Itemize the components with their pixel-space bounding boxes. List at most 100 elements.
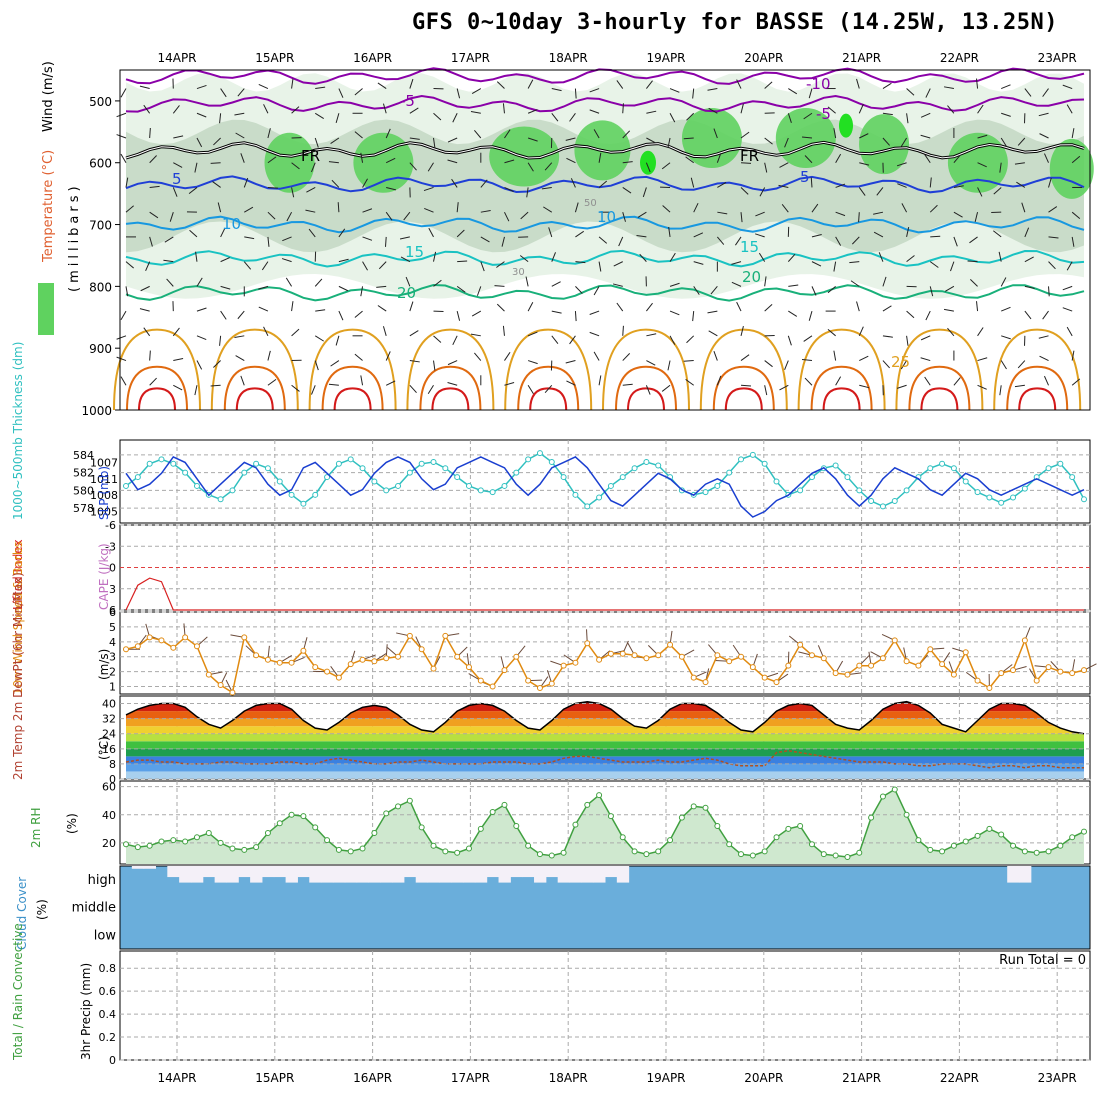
cloud-gap — [545, 866, 559, 878]
wind-barb — [622, 383, 633, 386]
rh2m-line-point — [1021, 848, 1028, 855]
wind-barb — [291, 106, 300, 114]
wind-barb — [314, 360, 319, 371]
wind-barb — [669, 252, 676, 262]
wind10-line-point — [395, 653, 402, 660]
date-label-top: 19APR — [646, 51, 685, 65]
temp-contour-diurnal — [627, 387, 665, 411]
wind-barb — [196, 112, 207, 118]
wind-barb — [456, 88, 461, 99]
wind-barb — [851, 236, 860, 245]
thickness-line-point — [607, 482, 614, 489]
wind-barb — [360, 375, 364, 386]
wind-barb — [999, 385, 1002, 396]
wind10-line-point — [832, 670, 839, 677]
cloud-gap — [557, 866, 571, 883]
contour-label: 20 — [742, 268, 761, 286]
wind10-line-point — [820, 655, 827, 662]
wind-barb — [740, 212, 743, 223]
wind-barb — [527, 360, 538, 365]
date-label-bottom: 16APR — [353, 1071, 392, 1085]
ylabel-wind10-units: (m/s) — [97, 649, 111, 680]
wind-barb — [267, 211, 276, 220]
thickness-line-point — [738, 456, 745, 463]
rh2m-line-point — [158, 838, 165, 845]
wind-barb — [551, 281, 561, 287]
rh2m-line-point — [371, 830, 378, 837]
wind-barb — [330, 360, 340, 367]
wind-barb — [237, 310, 245, 320]
thickness-line-point — [619, 474, 626, 481]
wind-barb — [457, 260, 468, 263]
wind-barb — [947, 327, 955, 337]
wind-barb — [593, 129, 600, 139]
wind-barb — [735, 236, 742, 246]
cloud-gap — [403, 866, 417, 878]
thickness-line-point — [986, 494, 993, 501]
wind-barb — [645, 162, 651, 173]
rh2m-line-point — [797, 823, 804, 830]
temp-contour-diurnal — [822, 387, 861, 411]
wind-barb — [470, 333, 481, 337]
rh2m-line-point — [1057, 842, 1064, 849]
wind-barb — [143, 104, 151, 114]
wind-barb — [502, 103, 505, 114]
wind-barb — [173, 384, 183, 391]
wind-barb — [423, 186, 434, 192]
wind-barb — [428, 227, 434, 238]
wind-barb — [882, 82, 892, 89]
y-tick-label: 0.4 — [99, 1008, 117, 1021]
wind-barb — [827, 106, 836, 114]
wind10-line-point — [1081, 667, 1087, 674]
wind-barb — [1042, 88, 1049, 97]
wind-barb — [399, 236, 410, 240]
wind-barb — [565, 137, 576, 141]
y-tick-label: 578 — [73, 502, 94, 515]
rh2m-line-point — [241, 846, 248, 853]
wind-barb — [717, 211, 728, 215]
wind-barb — [1001, 335, 1011, 340]
wind-barb — [258, 306, 269, 312]
cloud-gap — [356, 866, 369, 883]
wind-barb — [811, 234, 822, 238]
wind10-line-point — [418, 646, 425, 653]
rh2m-line-point — [879, 793, 886, 800]
wind-barb — [1038, 335, 1049, 339]
wind-barb — [900, 137, 908, 147]
wind10-line-point — [465, 664, 472, 671]
wind-barb — [920, 335, 931, 341]
date-label-bottom: 21APR — [842, 1071, 881, 1085]
wind-barb — [172, 105, 180, 114]
wind-barb — [835, 211, 846, 217]
rh2m-line-point — [205, 830, 212, 837]
wind-barb — [953, 377, 961, 386]
thickness-line-point — [808, 474, 815, 481]
wind-barb — [740, 325, 744, 336]
wind-barb — [593, 351, 600, 361]
temp-contour-diurnal — [504, 328, 593, 411]
wind-barb — [622, 161, 633, 164]
temp-contour-diurnal — [920, 387, 959, 411]
wind-barb — [116, 335, 127, 340]
y-tick-label: 0 — [109, 773, 116, 786]
rh2m-line-point — [749, 852, 756, 859]
wind-barb — [662, 205, 671, 213]
wind-barb — [882, 137, 891, 146]
wind-barb — [740, 384, 752, 387]
temp-contour-line — [125, 283, 1085, 302]
thickness-line-point — [217, 496, 224, 503]
rh2m-line-point — [193, 834, 200, 841]
wind-barb — [929, 204, 938, 213]
thickness-line-point — [655, 462, 662, 469]
contour-label: -10 — [806, 75, 831, 93]
wind-barb — [882, 112, 893, 116]
y-tick-label-slp: 1005 — [90, 506, 118, 519]
rh2m-line-point — [217, 839, 224, 846]
wind-barb — [480, 209, 491, 213]
wind-barb — [494, 285, 505, 287]
wind-barb — [1014, 162, 1025, 165]
wind-barb — [291, 162, 300, 170]
wind-barb — [976, 301, 979, 312]
temp-contour-diurnal — [699, 328, 788, 411]
wind-barb — [1071, 211, 1081, 219]
